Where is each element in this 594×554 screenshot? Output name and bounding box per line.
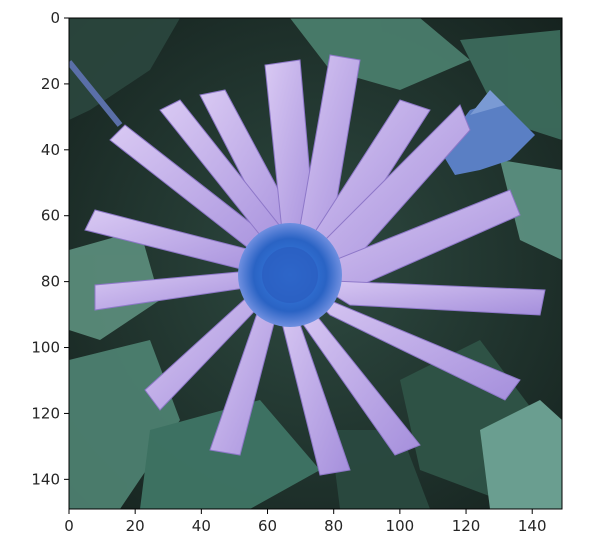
y-tick-label: 60 — [41, 207, 60, 225]
y-tick-label: 80 — [41, 273, 60, 291]
x-tick-label: 0 — [64, 517, 74, 535]
flower-photo — [69, 18, 562, 509]
x-tick-label: 20 — [126, 517, 145, 535]
x-tick-label: 140 — [518, 517, 547, 535]
x-tick-label: 100 — [386, 517, 415, 535]
y-axis-ticks: 0 20 40 60 80 100 120 140 — [31, 9, 69, 488]
x-tick-label: 120 — [452, 517, 481, 535]
petals — [84, 54, 546, 476]
y-tick-label: 0 — [50, 9, 60, 27]
x-tick-label: 80 — [324, 517, 343, 535]
x-tick-label: 60 — [258, 517, 277, 535]
y-tick-label: 140 — [31, 470, 60, 488]
x-tick-label: 40 — [192, 517, 211, 535]
x-axis-ticks: 0 20 40 60 80 100 120 140 — [64, 509, 547, 535]
y-tick-label: 100 — [31, 339, 60, 357]
y-tick-label: 40 — [41, 141, 60, 159]
y-tick-label: 120 — [31, 404, 60, 422]
stem — [69, 60, 123, 127]
axes-frame — [68, 17, 563, 510]
y-tick-label: 20 — [41, 75, 60, 93]
